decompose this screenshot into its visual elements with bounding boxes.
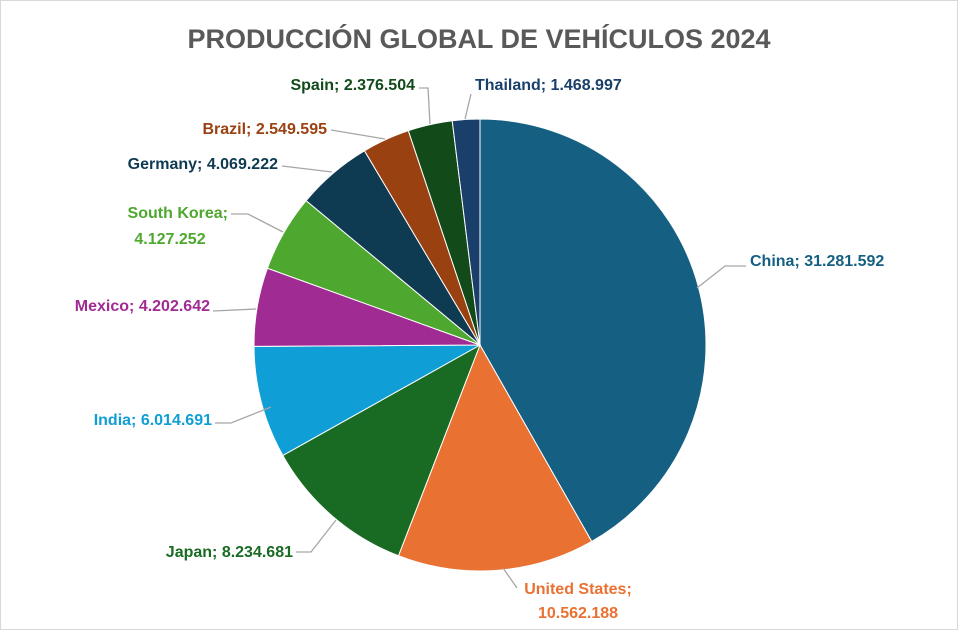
leader-line-china [696, 265, 746, 289]
leader-line-india [215, 406, 272, 424]
data-label-south-korea: South Korea; [128, 205, 228, 222]
data-label-india: India; 6.014.691 [94, 412, 212, 429]
data-label-united-states: 10.562.188 [538, 605, 618, 622]
leader-line-brazil [330, 129, 386, 140]
data-label-united-states: United States; [524, 581, 632, 598]
pie-slice-thailand [451, 118, 481, 346]
data-label-south-korea: 4.127.252 [134, 231, 205, 248]
data-label-thailand: Thailand; 1.468.997 [475, 77, 622, 94]
data-label-china: China; 31.281.592 [750, 253, 884, 270]
pie-slice-india [253, 344, 481, 457]
pie-slice-japan [282, 343, 481, 557]
leader-line-south-korea [231, 213, 284, 233]
leader-line-thailand [464, 93, 472, 120]
leader-line-mexico [212, 308, 257, 312]
data-label-mexico: Mexico; 4.202.642 [75, 298, 210, 315]
leader-line-spain [419, 87, 431, 125]
leader-line-japan [296, 519, 337, 553]
data-label-spain: Spain; 2.376.504 [290, 77, 415, 94]
data-label-brazil: Brazil; 2.549.595 [202, 121, 327, 138]
leader-line-germany [281, 165, 333, 173]
chart-title: PRODUCCIÓN GLOBAL DE VEHÍCULOS 2024 [187, 23, 770, 54]
data-label-germany: Germany; 4.069.222 [128, 156, 278, 173]
leader-line-united-states [502, 567, 518, 589]
pie-slice-united-states [397, 343, 593, 572]
data-label-japan: Japan; 8.234.681 [166, 544, 293, 561]
